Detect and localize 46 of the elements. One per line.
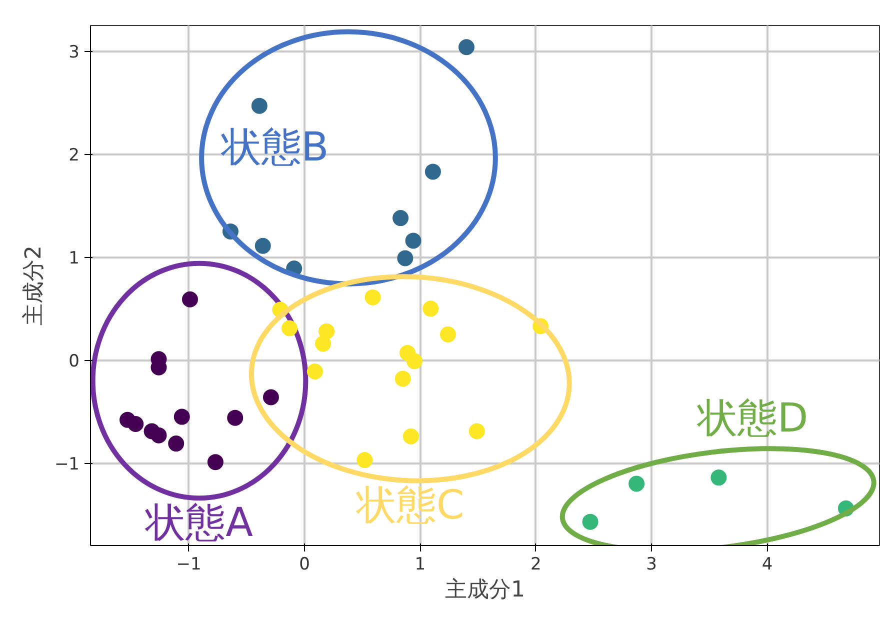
y-axis-title: 主成分2 bbox=[21, 246, 46, 326]
point bbox=[168, 436, 184, 452]
point bbox=[182, 291, 198, 308]
y-tick-label: 1 bbox=[68, 248, 80, 269]
x-tick-label: 0 bbox=[299, 554, 310, 574]
point bbox=[394, 370, 411, 387]
point bbox=[174, 408, 190, 425]
y-tick-label: 3 bbox=[68, 42, 80, 63]
x-tick-label: 1 bbox=[414, 554, 426, 574]
point bbox=[306, 363, 323, 380]
point bbox=[628, 476, 645, 492]
point bbox=[392, 210, 409, 226]
point bbox=[440, 326, 456, 342]
x-tick-label: 4 bbox=[762, 554, 773, 574]
point bbox=[364, 289, 381, 306]
point bbox=[281, 320, 298, 336]
series-label: 状態D bbox=[696, 396, 808, 442]
point bbox=[254, 238, 271, 254]
point bbox=[315, 336, 332, 352]
point bbox=[582, 514, 598, 530]
series-label: 状態B bbox=[220, 124, 329, 171]
point bbox=[458, 39, 474, 56]
point bbox=[251, 98, 268, 114]
x-tick-label: 2 bbox=[530, 554, 542, 574]
y-tick-label: 2 bbox=[68, 146, 80, 166]
point bbox=[402, 428, 419, 444]
series-label: 状態C bbox=[355, 482, 464, 529]
point bbox=[150, 427, 167, 444]
x-tick-label: −1 bbox=[176, 554, 202, 574]
point bbox=[405, 232, 422, 249]
point bbox=[710, 470, 727, 486]
point bbox=[227, 410, 244, 426]
y-tick-label: −1 bbox=[54, 454, 80, 475]
point bbox=[397, 250, 414, 266]
y-tick-label: 0 bbox=[68, 352, 80, 372]
point bbox=[207, 454, 224, 470]
point bbox=[424, 164, 441, 180]
point bbox=[422, 300, 439, 317]
point bbox=[356, 452, 373, 468]
point bbox=[406, 353, 422, 370]
point bbox=[262, 389, 279, 406]
series-label: 状態A bbox=[144, 500, 254, 546]
x-tick-label: 3 bbox=[646, 554, 658, 574]
point bbox=[128, 416, 144, 432]
x-axis-title: 主成分1 bbox=[445, 578, 525, 602]
point bbox=[468, 423, 485, 440]
